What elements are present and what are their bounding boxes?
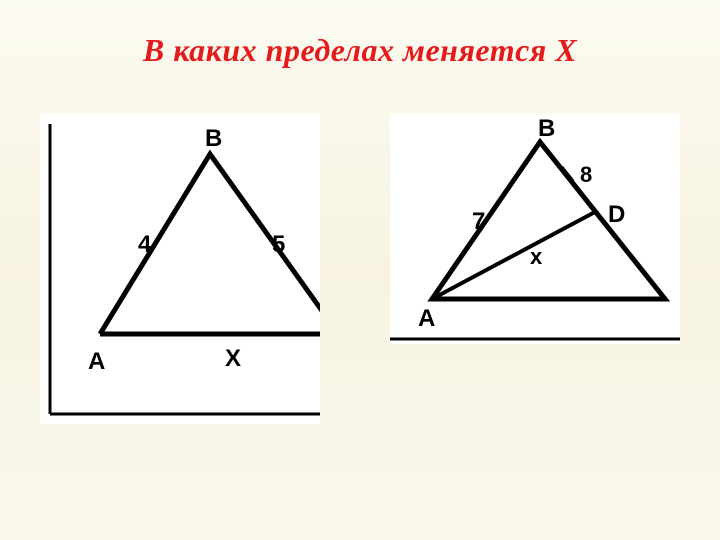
triangle-2-outer — [432, 142, 665, 299]
label-A1: A — [88, 348, 105, 375]
triangle-1 — [100, 154, 320, 334]
figure-1: B A 4 5 X — [40, 114, 320, 424]
cevian-AD — [432, 212, 595, 299]
label-X1: X — [225, 345, 241, 372]
triangle-1-svg: B A 4 5 X — [40, 114, 320, 424]
label-D: D — [608, 201, 625, 228]
triangle-2-svg: B A D 7 8 x — [390, 114, 680, 344]
label-A2: A — [418, 305, 435, 332]
label-side-5: 5 — [272, 231, 285, 258]
label-B2: B — [538, 115, 555, 142]
label-side-4: 4 — [138, 231, 152, 258]
label-side-7: 7 — [472, 208, 485, 235]
label-side-8: 8 — [580, 162, 592, 187]
figure-2: B A D 7 8 x — [390, 114, 680, 344]
label-x2: x — [530, 244, 543, 269]
label-B1: B — [205, 125, 222, 152]
figures-row: B A 4 5 X B A D 7 8 x — [0, 114, 720, 424]
slide-title: В каких пределах меняется X — [0, 0, 720, 69]
